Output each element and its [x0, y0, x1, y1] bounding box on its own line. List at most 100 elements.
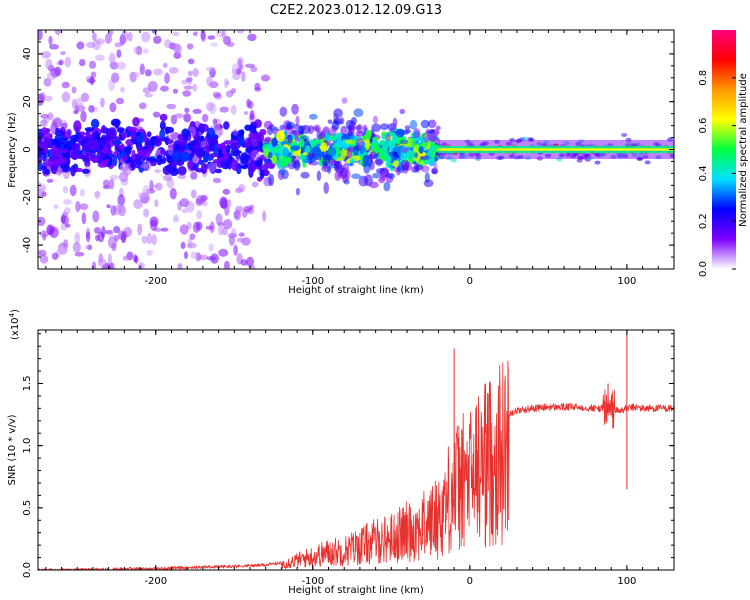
- heatmap-cell: [183, 85, 193, 90]
- heatmap-cell: [174, 113, 184, 119]
- heatmap-cell: [206, 102, 214, 112]
- heatmap-cell: [94, 191, 100, 200]
- heatmap-cell: [38, 147, 44, 157]
- heatmap-cell: [168, 67, 179, 74]
- heatmap-cell: [227, 199, 232, 208]
- heatmap-cell: [427, 119, 437, 129]
- heatmap-cell: [117, 194, 125, 207]
- heatmap-cell: [133, 46, 138, 54]
- heatmap-cell: [38, 216, 46, 226]
- heatmap-cell: [154, 199, 159, 208]
- heatmap-cell: [435, 125, 441, 131]
- heatmap-cell: [248, 131, 259, 140]
- heatmap-cell: [171, 31, 180, 37]
- chart-title: C2E2.2023.012.12.09.G13: [270, 3, 442, 18]
- heatmap-cell: [279, 124, 286, 131]
- snr-y-multiplier: (x104): [8, 309, 21, 340]
- heatmap-cell: [274, 145, 283, 150]
- heatmap-cell: [179, 198, 189, 208]
- heatmap-cell: [316, 170, 322, 181]
- heatmap-cell: [81, 168, 91, 174]
- y-tick-label: 1.0: [22, 438, 33, 454]
- heatmap-cell: [141, 235, 148, 244]
- colorbar-tick-label: 0.4: [698, 165, 709, 181]
- heatmap-cell: [40, 127, 49, 136]
- heatmap-cell: [298, 138, 305, 148]
- heatmap-cell: [374, 158, 384, 165]
- heatmap-cell: [404, 125, 411, 130]
- heatmap-cell: [383, 142, 389, 152]
- heatmap-cell: [295, 187, 300, 196]
- y-tick-label: 1.5: [22, 376, 33, 392]
- heatmap-cell: [413, 128, 421, 139]
- heatmap-cell: [187, 160, 193, 169]
- heatmap-cell: [218, 248, 229, 257]
- heatmap-cell: [271, 137, 278, 148]
- heatmap-cell: [212, 118, 218, 125]
- snr-x-axis-label: Height of straight line (km): [288, 585, 424, 596]
- heatmap-cell: [409, 119, 418, 130]
- heatmap-cell: [146, 232, 152, 245]
- heatmap-cell: [206, 256, 216, 261]
- heatmap-cell: [79, 59, 86, 67]
- heatmap-cell: [243, 111, 249, 115]
- heatmap-cell: [209, 221, 215, 234]
- heatmap-cell: [63, 207, 71, 215]
- heatmap-cell: [184, 107, 190, 114]
- heatmap-cell: [177, 166, 187, 176]
- heatmap-cell: [429, 133, 436, 143]
- heatmap-cell: [120, 86, 125, 93]
- heatmap-cell: [85, 231, 91, 243]
- heatmap-cell: [373, 115, 378, 124]
- heatmap-cell: [365, 138, 370, 149]
- heatmap-cell: [182, 90, 192, 97]
- heatmap-cell: [202, 113, 209, 123]
- heatmap-cell: [163, 62, 168, 68]
- heatmap-cell: [279, 156, 289, 167]
- heatmap-cell: [244, 63, 255, 68]
- heatmap-cell: [450, 158, 457, 163]
- snr-line-layer: [38, 331, 674, 570]
- heatmap-cell: [192, 221, 201, 233]
- heatmap-cell: [61, 91, 71, 103]
- heatmap-cell: [224, 36, 230, 44]
- heatmap-cell: [249, 112, 255, 121]
- heatmap-cell: [292, 150, 301, 157]
- heatmap-cell: [371, 123, 381, 132]
- heatmap-cell: [155, 182, 163, 191]
- heatmap-cell: [141, 149, 151, 158]
- heatmap-cell: [235, 205, 244, 212]
- heatmap-cell: [387, 140, 396, 149]
- heatmap-cell: [165, 163, 175, 173]
- heatmap-cell: [414, 164, 424, 171]
- x-tick-label: 0: [467, 576, 473, 587]
- heatmap-cell: [53, 204, 59, 210]
- heatmap-cell: [122, 255, 130, 261]
- heatmap-cell: [380, 123, 389, 131]
- heatmap-cell: [212, 159, 223, 164]
- heatmap-cell: [255, 135, 261, 143]
- heatmap-cell: [250, 149, 260, 161]
- heatmap-cell: [86, 139, 91, 146]
- y-tick-label: 0: [22, 146, 33, 152]
- heatmap-cell: [41, 51, 51, 59]
- heatmap-cell: [121, 131, 128, 139]
- heatmap-cell: [420, 119, 430, 129]
- heatmap-cell: [195, 168, 205, 173]
- heatmap-cell: [195, 147, 206, 158]
- heatmap-cell: [120, 143, 125, 151]
- heatmap-cell: [151, 234, 157, 246]
- heatmap-cell: [217, 223, 224, 236]
- heatmap-cell: [143, 48, 149, 54]
- heatmap-cell: [214, 168, 222, 174]
- heatmap-cell: [113, 226, 121, 234]
- heatmap-cell: [159, 113, 168, 122]
- y-tick-label: -40: [22, 237, 33, 253]
- heatmap-cell: [60, 51, 66, 56]
- heatmap-cell: [238, 232, 245, 237]
- heatmap-cell: [153, 111, 161, 118]
- heatmap-cell: [61, 81, 70, 89]
- heatmap-cell: [418, 146, 424, 154]
- heatmap-cell: [236, 30, 245, 34]
- heatmap-cell: [58, 59, 64, 66]
